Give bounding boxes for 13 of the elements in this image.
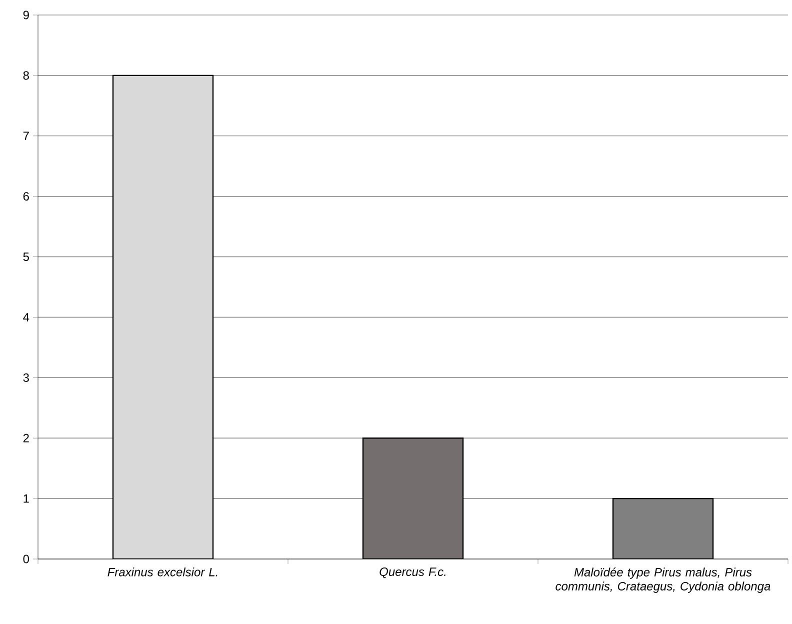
y-tick-label: 7 <box>23 132 29 140</box>
y-tick-label: 6 <box>23 192 29 201</box>
y-tick-label: 4 <box>23 313 30 322</box>
y-tick-label: 1 <box>24 494 29 503</box>
y-tick-label: 2 <box>23 434 29 442</box>
x-tick-label: Quercus F.c. <box>380 568 446 578</box>
y-tick-label: 5 <box>23 252 29 261</box>
y-tick-label: 3 <box>23 373 29 382</box>
y-tick-label: 0 <box>23 554 30 564</box>
x-tick-label: Maloïdée type Pirus malus, Pirus communis, Crataegus, Cydonia oblonga <box>556 568 770 593</box>
y-tick-label: 9 <box>23 10 29 20</box>
x-tick-label: Fraxinus excelsior L. <box>108 568 218 576</box>
y-tick-label: 8 <box>23 71 29 80</box>
